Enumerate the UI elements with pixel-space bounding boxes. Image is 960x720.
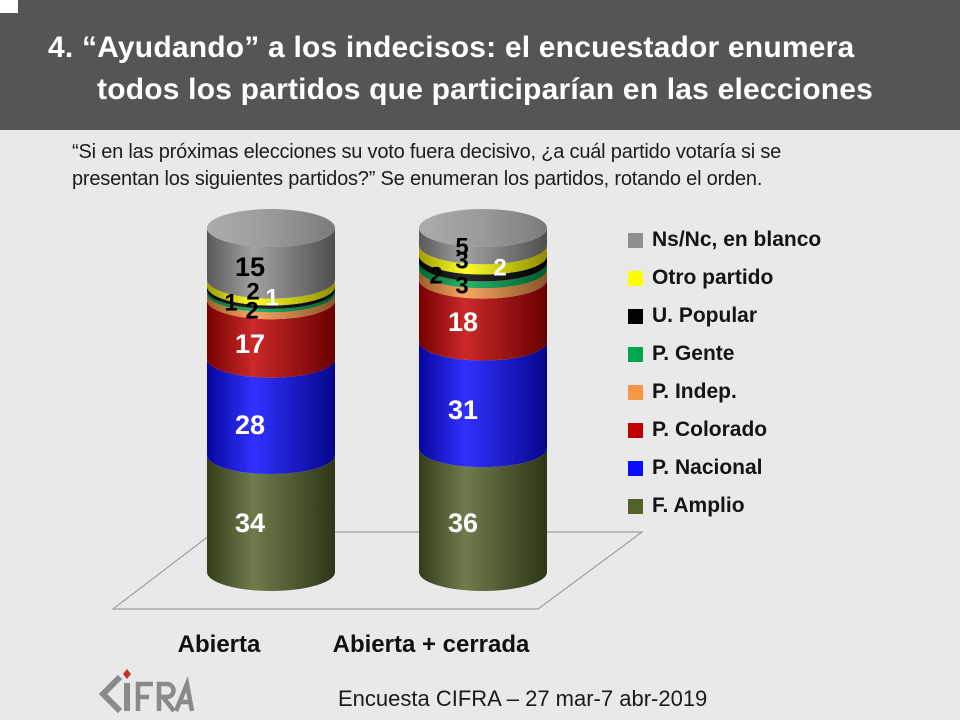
legend-swatch [628,384,643,400]
legend-item-p-colorado: P. Colorado [628,418,821,442]
legend-item-u-popular: U. Popular [628,304,821,328]
slide-footer: Encuesta CIFRA – 27 mar-7 abr-2019 [338,686,708,711]
bar-value-p-colorado-1: 18 [448,307,478,337]
legend-item-otro-partido: Otro partido [628,266,821,290]
bar-value-otro-partido-0: 2 [246,279,259,306]
question-text-line2: presentan los siguientes partidos?” Se e… [72,168,763,190]
legend-item-p-gente: P. Gente [628,342,821,366]
bar-value-p-indep--0: 2 [245,298,258,325]
bar-segment-ns-nc-en-blanco-0 [207,228,335,299]
question-text-line1: “Si en las próximas elecciones su voto f… [72,141,782,163]
bar-segment-otro-partido-1 [419,245,547,275]
category-label-abierta: Abierta [177,631,261,658]
legend-swatch [628,308,643,324]
bar-value-u-popular-1: 2 [493,255,506,282]
bar-value-p-indep--1: 3 [455,273,468,300]
question-text: “Si en las próximas elecciones su voto f… [72,139,781,193]
logo-letter-f [135,681,153,711]
chart-legend: Ns/Nc, en blanco Otro partido U. Popular P.… [628,228,821,532]
logo-letter-a [173,676,195,712]
header-corner-notch [0,0,18,13]
bar-value-p-nacional-0: 28 [235,410,265,440]
logo-chevron [98,674,123,714]
legend-label: P. Gente [652,342,735,365]
cylinder-top-0 [207,209,335,247]
bar-value-p-gente-1: 2 [429,263,442,290]
bar-segment-p-gente-1 [419,262,547,289]
bar-value-p-colorado-0: 17 [235,329,265,359]
bar-value-p-nacional-1: 31 [448,395,478,425]
legend-swatch [628,460,643,476]
legend-item-ns-nc-en-blanco: Ns/Nc, en blanco [628,228,821,252]
legend-swatch [628,232,643,248]
bar-segment-p-colorado-0 [207,300,335,378]
legend-item-f-amplio: F. Amplio [628,494,821,518]
cylinder-top-1 [419,209,547,247]
legend-item-p-indep-: P. Indep. [628,380,821,404]
bar-value-p-gente-0: 1 [224,290,237,317]
slide-header: 4. “Ayudando” a los indecisos: el encues… [0,0,960,130]
legend-label: P. Nacional [652,456,763,479]
legend-label: P. Colorado [652,418,768,441]
legend-label: P. Indep. [652,380,737,403]
logo-letter-r [156,681,176,713]
cifra-logo [98,669,195,714]
chart-floor [111,531,644,610]
bar-segment-p-nacional-0 [207,358,335,475]
bar-segment-p-colorado-1 [419,279,547,361]
bar-value-otro-partido-1: 3 [455,248,468,275]
logo-red-diamond [123,669,131,679]
bar-segment-u-popular-0 [207,286,335,309]
legend-swatch [628,498,643,514]
bar-segment-f-amplio-1 [419,448,547,591]
bar-value-u-popular-0: 1 [265,285,278,312]
bar-segment-p-indep--0 [207,293,335,320]
bar-value-f-amplio-1: 36 [448,508,478,538]
bar-value-ns-nc-en-blanco-1: 5 [455,234,468,261]
bar-segment-p-gente-0 [207,289,335,313]
legend-label: Ns/Nc, en blanco [652,228,822,251]
bar-segment-otro-partido-0 [207,279,335,306]
legend-swatch [628,346,643,362]
legend-label: Otro partido [652,266,774,289]
legend-label: U. Popular [652,304,758,327]
category-label-abierta-cerrada: Abierta + cerrada [332,631,530,658]
slide-title-line2: todos los partidos que participarían en … [97,73,874,106]
slide-title-line1: 4. “Ayudando” a los indecisos: el encues… [48,31,855,64]
legend-swatch [628,270,643,286]
bar-segment-u-popular-1 [419,255,547,282]
bar-value-ns-nc-en-blanco-0: 15 [235,252,265,282]
bar-segment-p-indep--1 [419,269,547,299]
bar-segment-ns-nc-en-blanco-1 [419,228,547,265]
bar-segment-p-nacional-1 [419,341,547,468]
bar-value-f-amplio-0: 34 [235,508,265,538]
bar-segment-f-amplio-0 [207,455,335,591]
legend-swatch [628,422,643,438]
legend-item-p-nacional: P. Nacional [628,456,821,480]
legend-label: F. Amplio [652,494,745,517]
